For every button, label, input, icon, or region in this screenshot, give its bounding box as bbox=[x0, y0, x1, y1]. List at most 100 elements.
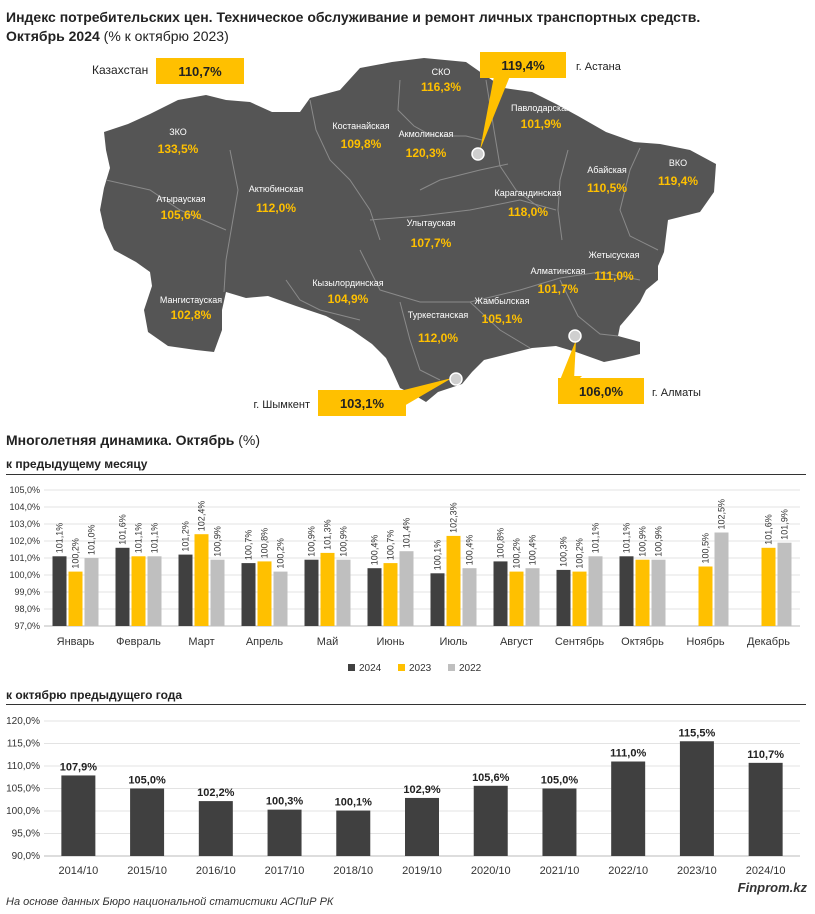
x-tick-label: 2016/10 bbox=[196, 865, 236, 877]
region-value-turkestan: 112,0% bbox=[418, 331, 458, 345]
bar bbox=[194, 534, 209, 626]
almaty-label: г. Алматы bbox=[652, 387, 701, 399]
bar bbox=[525, 568, 540, 626]
region-borders bbox=[105, 79, 659, 381]
region-name-almaty-region: Алматинская bbox=[531, 266, 586, 276]
data-label: 100,9% bbox=[654, 526, 664, 557]
legend-label: 2024 bbox=[359, 663, 382, 674]
almaty-marker bbox=[568, 329, 582, 343]
section2-title-rest: (%) bbox=[234, 432, 261, 448]
region-name-kyzylorda: Кызылординская bbox=[312, 278, 383, 288]
data-label: 100,8% bbox=[496, 528, 506, 559]
bar bbox=[320, 552, 335, 626]
bar bbox=[462, 568, 477, 626]
x-tick-label: 2024/10 bbox=[746, 865, 786, 877]
data-label: 105,6% bbox=[472, 772, 510, 784]
y-tick-label: 110,0% bbox=[7, 761, 40, 772]
y-tick-label: 104,0% bbox=[9, 502, 40, 512]
page-title: Индекс потребительских цен. Техническое … bbox=[6, 8, 700, 46]
bar bbox=[147, 556, 162, 626]
title-line1: Индекс потребительских цен. Техническое … bbox=[6, 9, 701, 25]
region-value-kostanay: 109,8% bbox=[341, 137, 382, 151]
region-value-kyzylorda: 104,9% bbox=[328, 292, 369, 306]
x-tick-label: 2020/10 bbox=[471, 865, 511, 877]
data-label: 100,3% bbox=[559, 536, 569, 567]
data-label: 115,5% bbox=[679, 727, 716, 739]
data-label: 101,1% bbox=[150, 523, 160, 554]
astana-label: г. Астана bbox=[576, 61, 622, 73]
bar bbox=[115, 547, 130, 626]
bar bbox=[198, 801, 233, 856]
bar bbox=[698, 566, 713, 626]
bar bbox=[761, 547, 776, 626]
region-value-pavlodar: 101,9% bbox=[521, 117, 562, 131]
region-name-turkestan: Туркестанская bbox=[408, 310, 469, 320]
kz-label: Казахстан bbox=[92, 63, 148, 77]
region-value-mangistau: 102,8% bbox=[171, 308, 212, 322]
y-tick-label: 90,0% bbox=[12, 851, 40, 862]
map-land bbox=[100, 58, 716, 402]
data-label: 100,7% bbox=[244, 530, 254, 561]
region-value-zhetysu: 111,0% bbox=[594, 269, 634, 283]
astana-marker bbox=[471, 147, 485, 161]
bar bbox=[130, 788, 165, 856]
bar bbox=[777, 542, 792, 626]
region-name-vko: ВКО bbox=[669, 158, 687, 168]
data-label: 102,3% bbox=[449, 502, 459, 533]
region-value-atyrau: 105,6% bbox=[161, 208, 202, 222]
chart1-subtitle: к предыдущему месяцу bbox=[6, 457, 148, 471]
shymkent-marker bbox=[449, 372, 463, 386]
x-tick-label: 2021/10 bbox=[540, 865, 580, 877]
bar bbox=[651, 559, 666, 626]
x-tick-label: Июль bbox=[439, 636, 467, 648]
bar bbox=[304, 559, 319, 626]
x-tick-label: Сентябрь bbox=[555, 636, 605, 648]
bar bbox=[367, 568, 382, 626]
bar bbox=[399, 551, 414, 626]
bar bbox=[405, 797, 439, 856]
monthly-bar-chart: 97,0% 98,0% 99,0% 100,0% 101,0% 102,0% 103,0% 1… bbox=[9, 485, 800, 674]
region-name-aktobe: Актюбинская bbox=[249, 184, 304, 194]
kz-value-box bbox=[156, 58, 244, 84]
region-value-sko: 116,3% bbox=[421, 80, 461, 94]
data-label: 101,6% bbox=[118, 514, 128, 545]
data-label: 101,6% bbox=[764, 514, 774, 545]
legend-label: 2022 bbox=[459, 663, 482, 674]
bar bbox=[267, 809, 302, 856]
region-value-vko: 119,4% bbox=[658, 174, 698, 188]
y-tick-label: 98,0% bbox=[14, 604, 40, 614]
bar bbox=[210, 559, 225, 626]
data-label: 100,7% bbox=[386, 530, 396, 561]
shymkent-pointer bbox=[404, 378, 452, 406]
y-tick-label: 100,0% bbox=[6, 806, 40, 817]
astana-value: 119,4% bbox=[501, 58, 545, 73]
bar bbox=[588, 556, 603, 626]
region-name-mangistau: Мангистауская bbox=[160, 295, 222, 305]
data-label: 111,0% bbox=[610, 748, 646, 760]
y-tick-label: 103,0% bbox=[9, 519, 40, 529]
data-label: 100,2% bbox=[575, 538, 585, 569]
chart2-subtitle: к октябрю предыдущего года bbox=[6, 688, 183, 702]
x-tick-label: Январь bbox=[57, 636, 95, 648]
bar bbox=[542, 788, 577, 856]
x-tick-label: Март bbox=[188, 636, 214, 648]
data-label: 110,7% bbox=[747, 749, 784, 761]
region-value-karaganda: 118,0% bbox=[508, 205, 548, 219]
bar bbox=[493, 561, 508, 626]
data-label: 100,4% bbox=[465, 535, 475, 566]
bar bbox=[68, 571, 83, 626]
kz-value: 110,7% bbox=[178, 64, 222, 79]
x-tick-label: Апрель bbox=[246, 636, 284, 648]
shymkent-value-box bbox=[318, 390, 406, 416]
data-label: 100,4% bbox=[528, 535, 538, 566]
almaty-value: 106,0% bbox=[579, 384, 624, 399]
bar bbox=[619, 556, 634, 626]
annual-bar-chart: 90,0% 95,0% 100,0% 105,0% 110,0% 115,0% 120,0%… bbox=[6, 716, 800, 877]
data-label: 101,3% bbox=[323, 519, 333, 550]
shymkent-value: 103,1% bbox=[340, 396, 385, 411]
data-label: 102,9% bbox=[403, 784, 441, 796]
bar bbox=[556, 569, 571, 626]
data-label: 100,9% bbox=[307, 526, 317, 557]
region-name-abai: Абайская bbox=[587, 165, 627, 175]
data-label: 100,9% bbox=[638, 526, 648, 557]
